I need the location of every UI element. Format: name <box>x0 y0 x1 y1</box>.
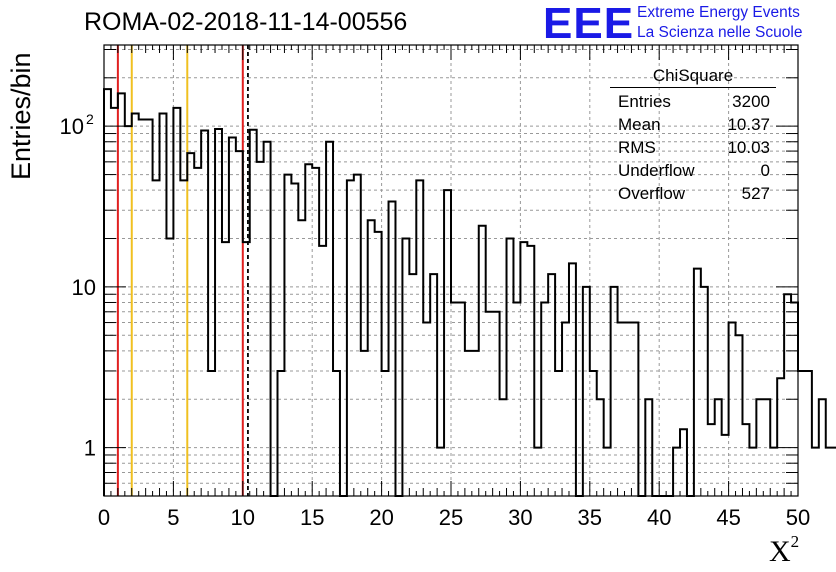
chart-title: ROMA-02-2018-11-14-00556 <box>84 8 408 36</box>
stats-row: RMS 10.03 <box>610 136 776 159</box>
x-tick-label: 15 <box>300 505 324 530</box>
stats-value: 10.37 <box>727 115 770 134</box>
x-tick-label: 5 <box>167 505 179 530</box>
stats-row: Underflow 0 <box>610 159 776 182</box>
stats-rows: Entries 3200 Mean 10.37 RMS 10.03 Underflow 0 Ov… <box>610 90 776 205</box>
x-tick-label: 20 <box>369 505 393 530</box>
stats-row: Mean 10.37 <box>610 113 776 136</box>
x-tick-label: 35 <box>578 505 602 530</box>
stats-value: 3200 <box>732 92 770 111</box>
logo-line-2: La Scienza nelle Scuole <box>637 24 803 41</box>
stats-box-title: ChiSquare <box>610 66 776 88</box>
y-tick-label: 1 <box>84 436 96 461</box>
stats-label: Entries <box>618 92 671 111</box>
stats-value: 10.03 <box>727 138 770 157</box>
stats-row: Overflow 527 <box>610 182 776 205</box>
stats-value: 527 <box>741 184 770 203</box>
logo-subtitle: Extreme Energy Events La Scienza nelle S… <box>637 3 802 43</box>
stats-value: 0 <box>760 161 770 180</box>
x-tick-label: 10 <box>231 505 255 530</box>
stats-label: Overflow <box>618 184 686 203</box>
x-tick-label: 30 <box>508 505 532 530</box>
stats-row: Entries 3200 <box>610 90 776 113</box>
x-axis-label-base: X <box>769 535 791 568</box>
stats-box: ChiSquare Entries 3200 Mean 10.37 RMS 10.03 Un… <box>610 66 776 205</box>
logo-line-1: Extreme Energy Events <box>637 4 800 21</box>
stats-label: RMS <box>618 138 656 157</box>
x-axis-label: X2 <box>769 532 800 569</box>
y-tick-label: 10 <box>72 275 96 300</box>
eee-logo: EEE <box>543 0 635 48</box>
x-tick-label: 45 <box>716 505 740 530</box>
x-tick-label: 50 <box>786 505 810 530</box>
histogram-steps <box>103 88 836 497</box>
stats-label: Mean <box>618 115 661 134</box>
y-tick-label: 10 <box>60 114 84 139</box>
y-tick-label-exponent: 2 <box>86 111 94 127</box>
x-axis-label-sup: 2 <box>790 532 800 551</box>
x-tick-label: 40 <box>647 505 671 530</box>
x-tick-label: 0 <box>98 505 110 530</box>
stats-label: Underflow <box>618 161 695 180</box>
x-tick-label: 25 <box>439 505 463 530</box>
